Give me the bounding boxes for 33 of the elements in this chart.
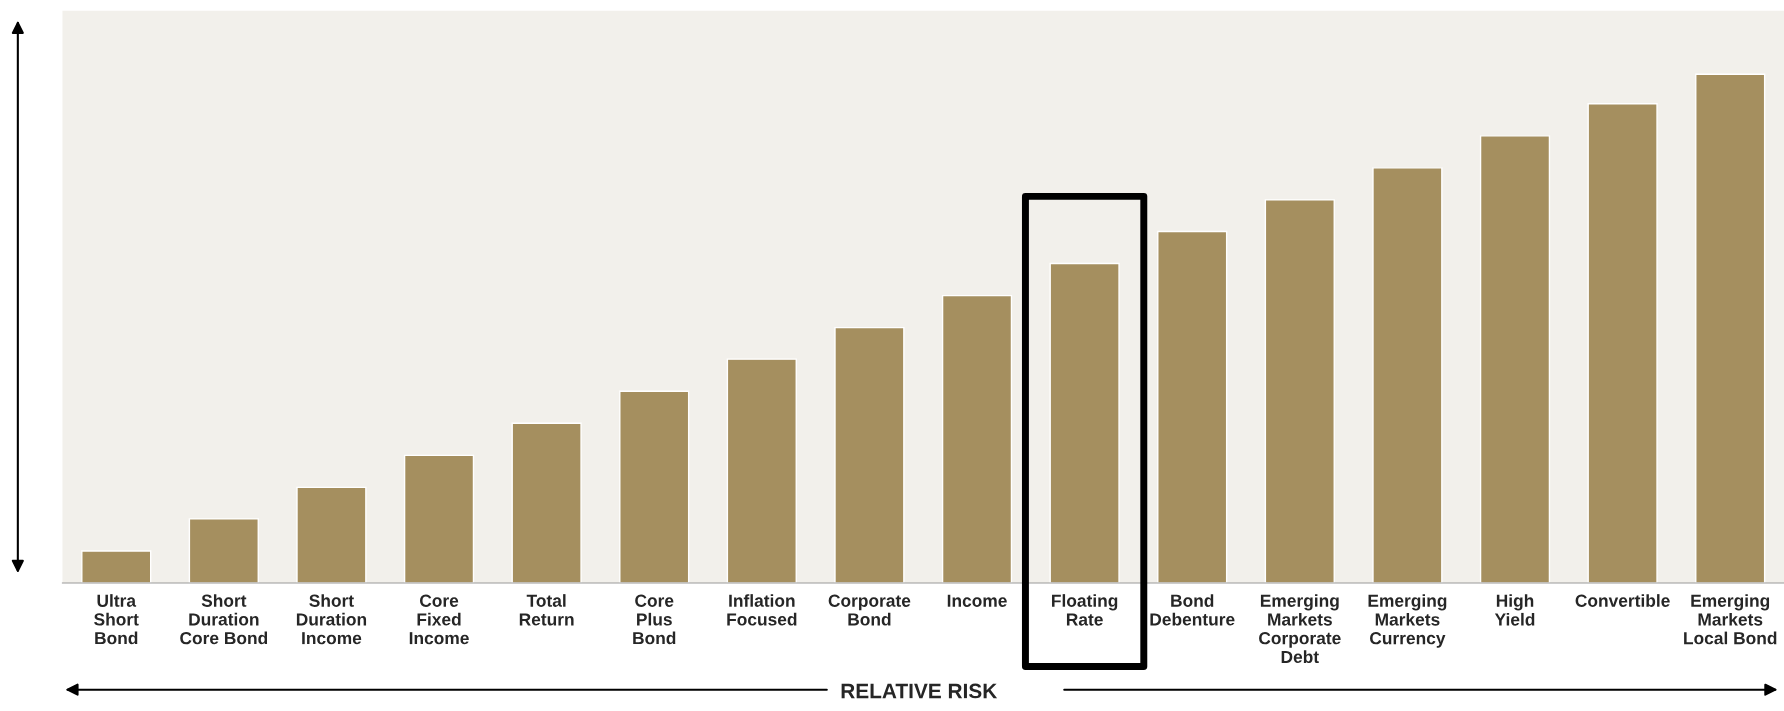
bar [511, 422, 582, 584]
bar [188, 518, 259, 584]
bar [296, 486, 367, 584]
x-tick-label: Total Return [519, 594, 574, 626]
x-tick-label: Emerging Markets Local Bond [1684, 594, 1777, 645]
x-tick-label: Core Fixed Income [409, 594, 469, 645]
x-tick-label: Convertible [1575, 594, 1670, 607]
bar [403, 454, 475, 584]
x-tick-label: Floating Rate [1052, 594, 1118, 626]
bar [1157, 230, 1228, 584]
text: RELATIVE RISK [841, 683, 998, 699]
bar [1695, 73, 1766, 584]
bar [834, 326, 905, 584]
x-tick-label: Inflation Focused [727, 594, 797, 626]
x-tick-label: Ultra Short Bond [94, 594, 139, 645]
bar [1479, 135, 1551, 584]
x-tick-label: Corporate Bond [828, 594, 911, 626]
bar [1049, 262, 1120, 584]
x-tick-label: Core Plus Bond [633, 594, 676, 645]
bar [726, 358, 797, 584]
x-tick-label: Income [947, 594, 1007, 607]
x-tick-label: Short Duration Income [296, 594, 367, 645]
bar [619, 390, 690, 584]
bar [1372, 167, 1443, 584]
x-tick-label: Short Duration Core Bond [180, 594, 268, 645]
x-tick-label: Emerging Markets Currency [1368, 594, 1447, 648]
bar [81, 550, 152, 584]
bar [941, 294, 1013, 584]
bar [1587, 103, 1658, 584]
x-tick-label: Bond Debenture [1150, 594, 1235, 626]
x-tick-label: High Yield [1494, 594, 1535, 626]
bar [1264, 199, 1335, 584]
x-tick-label: Emerging Markets Corporate Debt [1259, 594, 1341, 664]
